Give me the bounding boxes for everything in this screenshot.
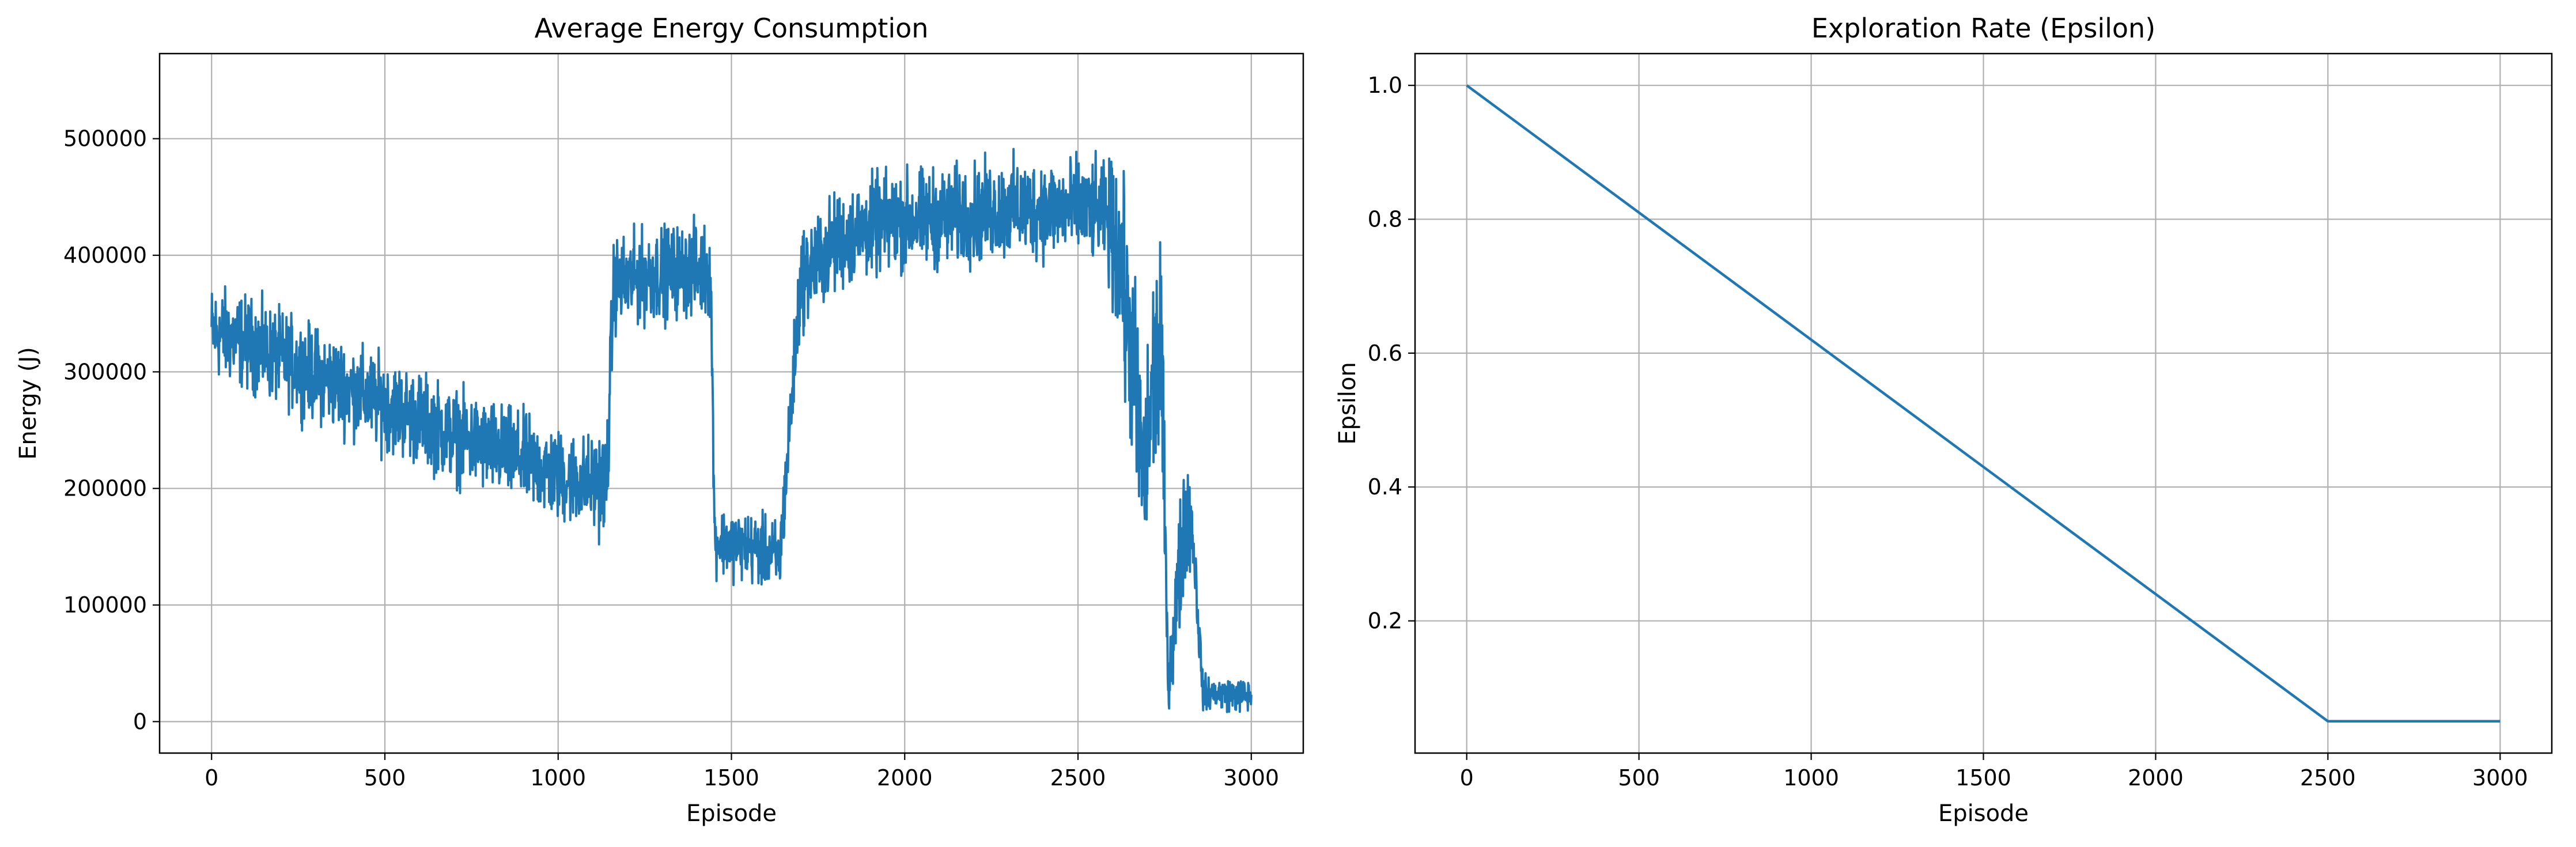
epsilon-x-axis-label: Episode bbox=[1938, 800, 2029, 827]
epsilon-y-tick-label: 0.2 bbox=[1368, 608, 1402, 634]
energy-y-tick-label: 100000 bbox=[63, 592, 147, 618]
energy-y-tick-label: 200000 bbox=[63, 476, 147, 501]
energy-x-tick-label: 500 bbox=[364, 765, 406, 791]
epsilon-y-tick-label: 0.4 bbox=[1368, 474, 1402, 500]
energy-y-tick-label: 300000 bbox=[63, 359, 147, 384]
energy-series bbox=[210, 148, 1253, 713]
epsilon-x-tick-label: 2000 bbox=[2128, 765, 2184, 791]
epsilon-grid bbox=[1415, 54, 2552, 753]
energy-y-tick-label: 0 bbox=[133, 709, 147, 734]
epsilon-x-tick-label: 2500 bbox=[2300, 765, 2356, 791]
epsilon-series bbox=[1466, 84, 2501, 723]
epsilon-chart-title: Exploration Rate (Epsilon) bbox=[1811, 13, 2155, 44]
energy-series-line bbox=[210, 148, 1253, 713]
epsilon-y-tick-label: 0.6 bbox=[1368, 341, 1402, 366]
energy-y-tick-label: 400000 bbox=[63, 243, 147, 268]
epsilon-y-tick-label: 1.0 bbox=[1368, 73, 1402, 98]
epsilon-x-tick-label: 1000 bbox=[1783, 765, 1839, 791]
energy-chart-title: Average Energy Consumption bbox=[535, 13, 929, 44]
energy-x-tick-label: 1000 bbox=[530, 765, 586, 791]
epsilon-x-tick-label: 1500 bbox=[1955, 765, 2011, 791]
energy-y-tick-label: 500000 bbox=[63, 126, 147, 152]
epsilon-x-tick-label: 3000 bbox=[2472, 765, 2528, 791]
epsilon-series-line bbox=[1466, 84, 2501, 723]
epsilon-y-tick-label: 0.8 bbox=[1368, 207, 1402, 232]
energy-x-tick-label: 2500 bbox=[1050, 765, 1106, 791]
epsilon-x-tick-label: 500 bbox=[1618, 765, 1660, 791]
energy-x-tick-label: 3000 bbox=[1223, 765, 1279, 791]
energy-x-tick-label: 0 bbox=[205, 765, 218, 791]
energy-ticks: 0 500 1000 1500 2000 2500 3000 0 100000 200000 300… bbox=[63, 126, 1279, 791]
epsilon-ticks: 0 500 1000 1500 2000 2500 3000 0.2 0.4 0.6 0.8 1.0 bbox=[1368, 73, 2528, 791]
energy-y-axis-label: Energy (J) bbox=[15, 347, 41, 460]
energy-x-axis-label: Episode bbox=[686, 800, 777, 827]
energy-x-tick-label: 2000 bbox=[877, 765, 933, 791]
epsilon-chart-panel: 0 500 1000 1500 2000 2500 30000.20.40.60.81.0 … bbox=[1334, 13, 2553, 827]
energy-chart-panel: 0 500 1000 1500 2000 2500 3000 0 100000 200000 300… bbox=[15, 13, 1304, 827]
epsilon-y-axis-label: Epsilon bbox=[1334, 362, 1361, 445]
epsilon-x-tick-label: 0 bbox=[1460, 765, 1474, 791]
energy-x-tick-label: 1500 bbox=[703, 765, 759, 791]
